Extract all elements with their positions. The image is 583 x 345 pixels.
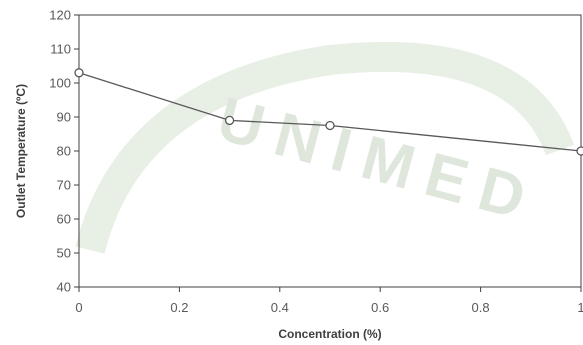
data-point xyxy=(325,120,335,131)
x-tick-label: 0.4 xyxy=(271,300,289,315)
x-tick-label: 0.6 xyxy=(371,300,389,315)
y-axis: 40 50 60 70 80 90 100 110 120 xyxy=(49,8,79,295)
y-tick-label: 90 xyxy=(57,110,71,125)
x-axis-title: Concentration (%) xyxy=(278,327,381,341)
x-tick-label: 0.8 xyxy=(472,300,490,315)
y-tick-label: 110 xyxy=(50,42,71,57)
watermark: UNIMED xyxy=(75,41,575,254)
y-tick-label: 60 xyxy=(57,212,71,227)
data-point xyxy=(74,68,84,78)
x-tick-label: 1 xyxy=(577,300,583,315)
data-point xyxy=(224,115,235,126)
data-point xyxy=(576,146,583,156)
y-tick-label: 100 xyxy=(49,76,71,91)
series-line xyxy=(78,72,582,152)
y-tick-label: 50 xyxy=(57,246,71,261)
y-tick-label: 70 xyxy=(57,178,71,193)
y-tick-label: 40 xyxy=(57,280,71,295)
series-layer xyxy=(74,68,583,156)
watermark-swoosh xyxy=(75,41,575,254)
watermark-text: UNIMED xyxy=(211,84,546,236)
y-tick-label: 80 xyxy=(57,144,71,159)
x-tick-label: 0.2 xyxy=(170,300,188,315)
x-axis: 0 0.2 0.4 0.6 0.8 1 xyxy=(75,287,583,315)
x-tick-label: 0 xyxy=(75,300,82,315)
y-tick-label: 120 xyxy=(49,8,71,23)
y-axis-title: Outlet Temperature (ºC) xyxy=(14,84,28,218)
